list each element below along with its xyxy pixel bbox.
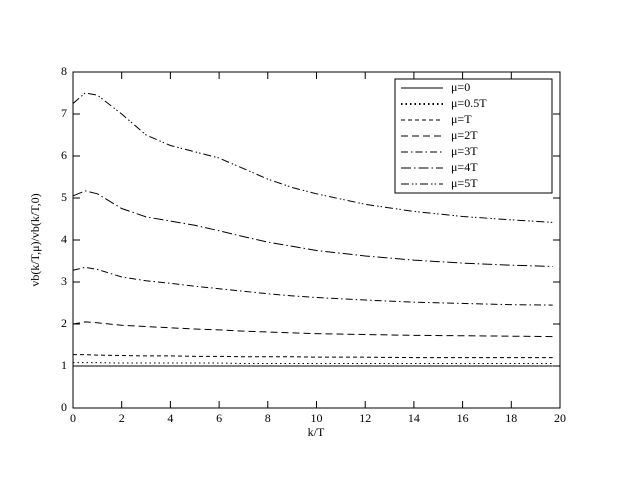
- x-tick-label: 6: [216, 411, 222, 425]
- y-tick-label: 6: [61, 148, 67, 162]
- legend-label: μ=0: [451, 80, 470, 94]
- x-tick-label: 0: [70, 411, 76, 425]
- series-line: [73, 362, 553, 364]
- legend-label: μ=0.5T: [451, 96, 487, 110]
- series-line: [73, 354, 553, 359]
- y-tick-label: 2: [61, 316, 67, 330]
- y-tick-label: 4: [61, 232, 67, 246]
- legend-box: [394, 78, 553, 194]
- x-tick-label: 10: [311, 411, 323, 425]
- legend-label: μ=5T: [451, 176, 478, 190]
- x-tick-label: 14: [408, 411, 420, 425]
- legend-label: μ=3T: [451, 144, 478, 158]
- x-tick-label: 12: [359, 411, 371, 425]
- x-axis-label: k/T: [308, 425, 325, 439]
- x-tick-label: 4: [167, 411, 173, 425]
- y-tick-label: 0: [61, 400, 67, 414]
- x-tick-label: 20: [554, 411, 566, 425]
- y-tick-label: 5: [61, 190, 67, 204]
- x-tick-label: 16: [457, 411, 469, 425]
- y-axis-label: vb(k/T,μ)/vb(k/T,0): [28, 193, 42, 286]
- legend-label: μ=T: [451, 112, 472, 126]
- y-tick-label: 8: [61, 64, 67, 78]
- x-tick-label: 18: [505, 411, 517, 425]
- series-line: [72, 190, 553, 267]
- y-tick-label: 3: [61, 274, 67, 288]
- series-line: [72, 266, 553, 306]
- legend-label: μ=4T: [451, 160, 478, 174]
- x-tick-label: 2: [119, 411, 125, 425]
- y-tick-label: 7: [61, 106, 67, 120]
- series-line: [72, 321, 553, 338]
- y-tick-label: 1: [61, 358, 67, 372]
- series-line: [72, 92, 553, 223]
- legend-label: μ=2T: [451, 128, 478, 142]
- x-tick-label: 8: [265, 411, 271, 425]
